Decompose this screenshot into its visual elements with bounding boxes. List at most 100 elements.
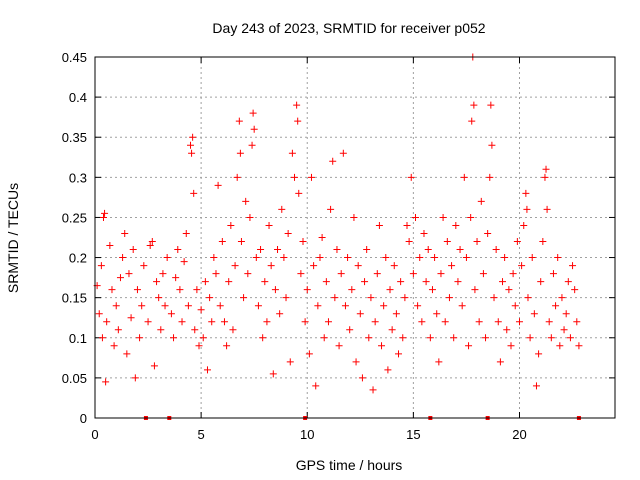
data-point	[484, 229, 492, 237]
data-point	[554, 254, 562, 262]
data-point	[274, 246, 282, 254]
data-point	[261, 278, 269, 286]
data-point	[501, 254, 509, 262]
data-point	[437, 270, 445, 278]
data-point	[569, 262, 577, 270]
data-point	[144, 318, 152, 326]
data-point	[509, 270, 517, 278]
data-point	[237, 238, 245, 246]
data-point	[369, 386, 377, 394]
data-point	[102, 378, 110, 386]
data-point	[467, 213, 475, 221]
data-point	[220, 318, 228, 326]
x-tick-label: 10	[300, 427, 314, 442]
data-point	[199, 334, 207, 342]
y-axis-label: SRMTID / TECUs	[5, 183, 21, 293]
data-point	[265, 221, 273, 229]
data-point	[361, 278, 369, 286]
data-point	[106, 242, 114, 250]
data-point	[316, 254, 324, 262]
data-point	[399, 334, 407, 342]
data-point	[138, 302, 146, 310]
data-point	[267, 262, 275, 270]
data-point	[556, 342, 564, 350]
data-point	[492, 246, 500, 254]
data-point	[155, 294, 163, 302]
data-point	[549, 270, 557, 278]
data-point	[314, 302, 322, 310]
data-point	[282, 294, 290, 302]
data-point	[566, 334, 574, 342]
data-point	[276, 310, 284, 318]
data-point	[513, 238, 521, 246]
plot-frame	[94, 56, 616, 419]
y-tick-label: 0.1	[69, 331, 87, 346]
data-point	[454, 278, 462, 286]
data-point	[136, 334, 144, 342]
data-point	[187, 141, 195, 149]
data-point	[218, 238, 226, 246]
data-point	[373, 270, 381, 278]
data-point	[378, 342, 386, 350]
data-point	[560, 326, 568, 334]
data-point	[475, 318, 483, 326]
data-point	[486, 173, 494, 181]
data-point	[180, 258, 188, 266]
data-point	[477, 197, 485, 205]
data-point	[346, 326, 354, 334]
data-point	[450, 334, 458, 342]
y-tick-label: 0.35	[62, 130, 87, 145]
data-point	[257, 246, 265, 254]
data-point	[375, 221, 383, 229]
data-point	[148, 238, 156, 246]
data-point	[543, 205, 551, 213]
data-point	[318, 234, 326, 241]
data-point	[235, 117, 243, 125]
data-point	[386, 286, 394, 294]
y-tick-label: 0.25	[62, 210, 87, 225]
data-point	[365, 334, 373, 342]
data-point	[259, 334, 267, 342]
data-point	[123, 350, 131, 358]
data-point	[269, 370, 277, 378]
data-point	[263, 318, 271, 326]
data-point	[191, 326, 199, 334]
data-point	[424, 246, 432, 254]
data-point	[229, 326, 237, 334]
data-point	[101, 209, 109, 217]
data-point	[499, 278, 507, 286]
data-point	[244, 270, 252, 278]
data-point	[103, 318, 111, 326]
data-point	[331, 294, 339, 302]
data-point	[288, 149, 296, 157]
data-point	[299, 238, 307, 246]
data-point	[216, 302, 224, 310]
data-point	[528, 254, 536, 262]
data-point	[97, 262, 105, 270]
data-point	[352, 358, 360, 366]
data-point	[193, 286, 201, 294]
data-point	[541, 173, 549, 181]
data-point	[395, 350, 403, 358]
data-point	[99, 213, 107, 221]
data-point	[121, 229, 129, 237]
data-point	[231, 262, 239, 270]
data-point	[384, 366, 392, 374]
data-point	[337, 270, 345, 278]
y-tick-label: 0.2	[69, 251, 87, 266]
data-point	[460, 173, 468, 181]
data-point	[146, 242, 154, 250]
data-point	[131, 374, 139, 382]
data-point	[558, 294, 566, 302]
data-point	[496, 358, 504, 366]
data-point	[505, 286, 513, 294]
data-point	[409, 270, 417, 278]
data-point	[307, 173, 315, 181]
data-point	[526, 334, 534, 342]
data-point	[250, 125, 258, 133]
data-point	[392, 310, 400, 318]
data-point	[348, 286, 356, 294]
data-point	[248, 141, 256, 149]
data-point	[240, 294, 248, 302]
data-point	[350, 213, 358, 221]
